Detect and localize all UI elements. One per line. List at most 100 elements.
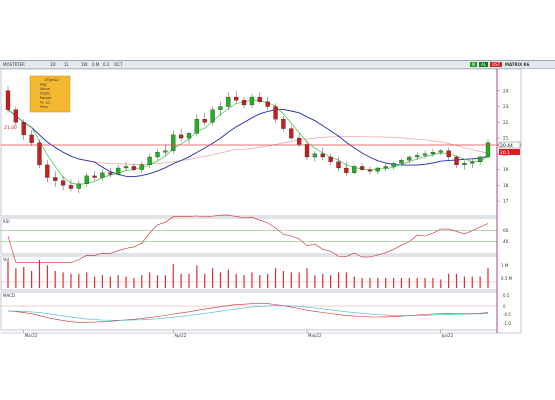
candle-body — [131, 166, 137, 170]
rsi-panel — [0, 217, 498, 255]
volume-bar — [125, 276, 127, 288]
candle-body — [108, 172, 113, 175]
status-selector[interactable]: OCT — [114, 62, 123, 67]
price-tick-label: 22. — [503, 120, 510, 125]
volume-series — [1, 260, 497, 288]
volume-bar — [62, 272, 64, 288]
volume-bar — [400, 278, 403, 288]
tag-chip-b[interactable]: AL — [479, 62, 488, 67]
volume-bar — [432, 278, 434, 288]
candle-body — [53, 177, 58, 181]
candle-body — [367, 169, 373, 172]
candle-body — [116, 167, 121, 175]
volume-bar — [298, 272, 300, 288]
candle-body — [29, 134, 34, 143]
range-selector[interactable]: 1D — [50, 62, 56, 67]
volume-bar — [440, 279, 442, 288]
volume-bar — [93, 276, 96, 288]
volume-bar — [86, 272, 88, 288]
volume-bar — [267, 273, 269, 288]
candle-body — [163, 150, 168, 153]
volume-bar — [219, 272, 222, 288]
price-tick-label: 23. — [503, 104, 510, 109]
interval-selector[interactable]: 1L — [64, 62, 69, 67]
volume-bar — [479, 276, 481, 288]
candle-body — [281, 118, 286, 129]
source-selector[interactable]: 0.2 — [103, 62, 110, 67]
candle-body — [123, 166, 129, 169]
volume-bar — [243, 275, 245, 288]
volume-bar — [408, 278, 410, 288]
volume-bar — [369, 278, 371, 288]
price-tick-label: 19. — [503, 167, 510, 172]
volume-bar — [290, 272, 292, 288]
tag-chip-c[interactable]: OST — [490, 62, 503, 67]
candle-body — [462, 163, 467, 166]
volume-bar — [424, 278, 426, 288]
macd-tick-label: -1.0 — [503, 321, 511, 326]
candle-body — [194, 118, 200, 134]
volume-bar — [306, 268, 308, 288]
volume-bar — [353, 276, 355, 288]
style-selector[interactable]: 0.M — [92, 62, 100, 67]
volume-bar — [54, 271, 56, 288]
x-tick-label: Apr22 — [174, 333, 186, 338]
candle-body — [249, 96, 255, 106]
volume-bar — [227, 269, 229, 288]
svg-text:Value:: Value: — [40, 87, 50, 91]
rsi-panel-label: RSI — [3, 219, 10, 224]
rsi-series — [1, 214, 497, 263]
candle-body — [226, 96, 231, 107]
volume-bar — [70, 273, 72, 288]
volume-bar — [448, 273, 450, 288]
candle-body — [147, 156, 152, 166]
volume-bar — [274, 268, 277, 288]
volume-bar — [345, 272, 347, 288]
candle-body — [454, 156, 459, 166]
candle-body — [60, 180, 66, 186]
candle-body — [477, 156, 483, 162]
candle-body — [265, 101, 270, 107]
tag-chip-a[interactable]: N — [470, 62, 477, 67]
volume-bar — [204, 273, 206, 288]
macd-tick-label: 0.5 — [503, 293, 510, 298]
chart-area[interactable]: 17.18.19.20.21.22.23.24.40.60.1 M0.5 M0.… — [0, 69, 555, 339]
candle-body — [289, 128, 294, 139]
candle-body — [155, 152, 160, 158]
candle-body — [234, 96, 239, 101]
frequency-selector[interactable]: 1W — [81, 62, 88, 67]
volume-bar — [385, 278, 387, 288]
price-tick-label: 21. — [503, 136, 510, 141]
svg-text:Chg%:: Chg%: — [40, 92, 51, 96]
volume-panel — [0, 255, 498, 291]
volume-bar — [392, 278, 395, 288]
volume-bar — [109, 276, 111, 288]
ma-medium-line — [7, 108, 489, 178]
candle-body — [5, 90, 11, 110]
candle-body — [446, 150, 451, 158]
volume-bar — [31, 271, 33, 288]
matrix-menu[interactable]: MATRIX K6 — [505, 62, 530, 67]
volume-bar — [23, 266, 25, 288]
svg-text:Prev:: Prev: — [40, 105, 48, 109]
candle-body — [399, 159, 404, 164]
candle-body — [100, 172, 105, 178]
candle-body — [391, 163, 396, 167]
candle-body — [438, 150, 443, 153]
candle-body — [37, 142, 42, 166]
volume-bar — [15, 268, 17, 288]
svg-text:Hi, Lo:: Hi, Lo: — [40, 101, 51, 105]
volume-bar — [259, 275, 261, 288]
volume-bar — [149, 272, 151, 288]
candle-body — [430, 152, 436, 154]
svg-text:Range:: Range: — [40, 96, 52, 100]
volume-bar — [133, 278, 135, 288]
volume-bar — [141, 275, 143, 288]
volume-bar — [455, 273, 458, 288]
symbol-field[interactable]: MOSTRTER — [3, 62, 25, 67]
volume-bar — [101, 275, 104, 288]
volume-bar — [322, 273, 324, 288]
volume-bar — [330, 275, 332, 288]
volume-bar — [377, 278, 379, 288]
macd-tick-label: 0 — [503, 304, 506, 309]
